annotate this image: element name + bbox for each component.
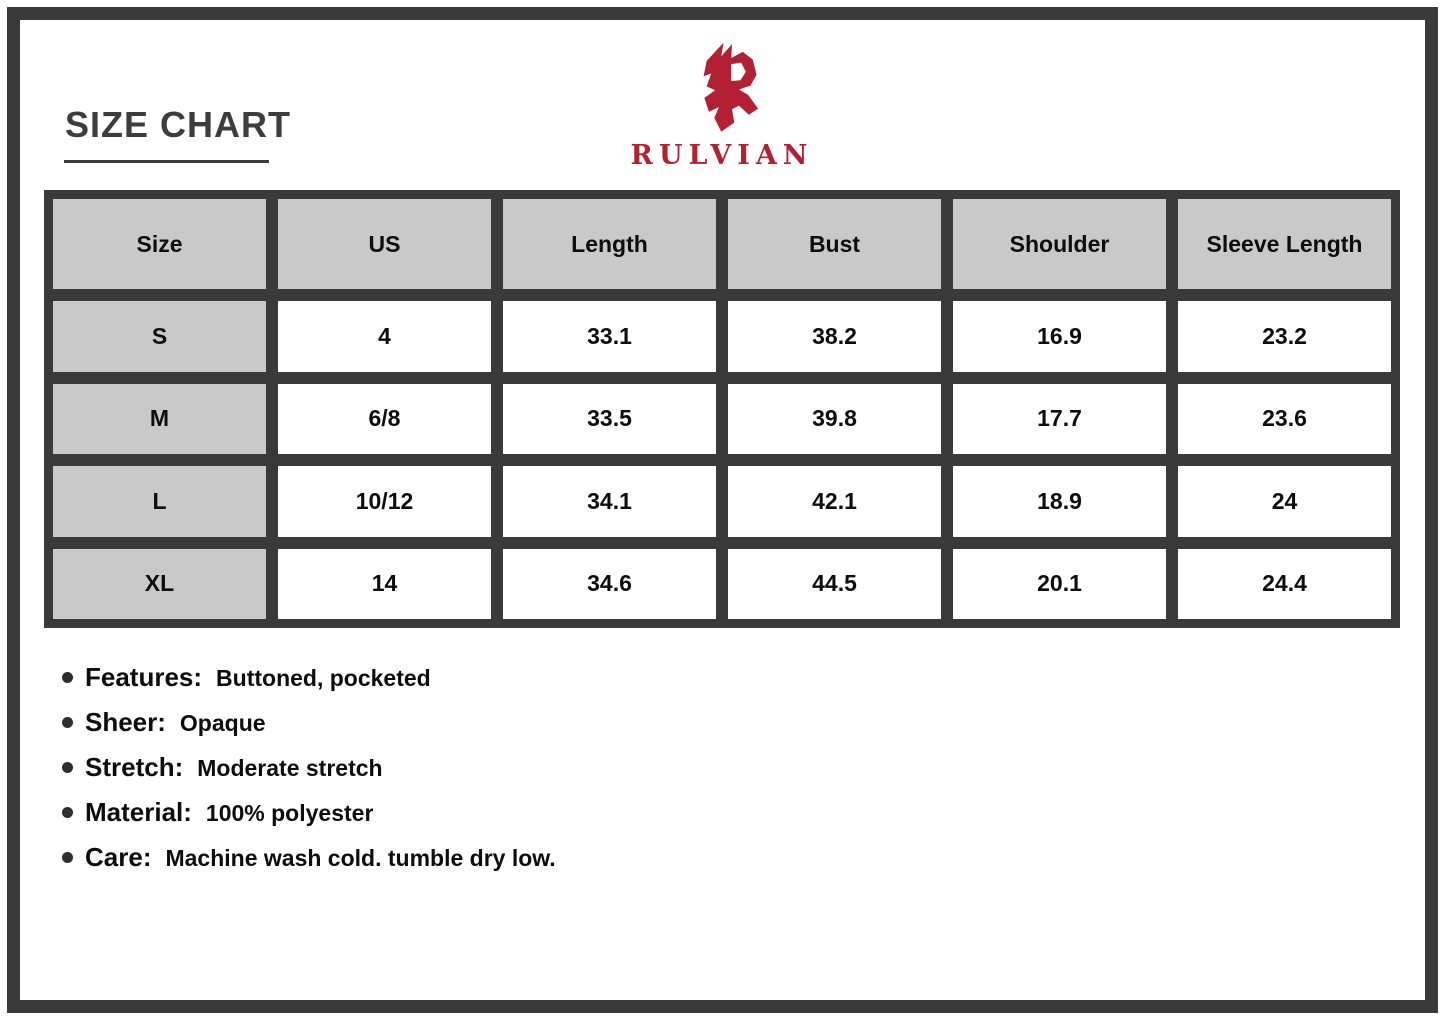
- row-header-xl: XL: [53, 548, 266, 619]
- detail-value: Moderate stretch: [197, 755, 383, 781]
- row-header-l: L: [53, 466, 266, 537]
- title-underline: [64, 160, 269, 163]
- list-item-sheer: Sheer: Opaque: [62, 707, 556, 738]
- table-cell-xl-bust: 44.5: [728, 548, 941, 619]
- bullet-icon: [62, 717, 73, 728]
- list-item-features: Features: Buttoned, pocketed: [62, 662, 556, 693]
- size-chart-table: Size US Length Bust Shoulder Sleeve Leng…: [44, 190, 1400, 628]
- bullet-icon: [62, 762, 73, 773]
- table-cell-xl-length: 34.6: [503, 548, 716, 619]
- product-details-list: Features: Buttoned, pocketed Sheer: Opaq…: [62, 662, 556, 873]
- bullet-icon: [62, 852, 73, 863]
- detail-label: Care:: [85, 842, 152, 872]
- table-cell-xl-shoulder: 20.1: [953, 548, 1166, 619]
- table-cell-s-us: 4: [278, 301, 491, 372]
- row-header-m: M: [53, 383, 266, 454]
- column-header-shoulder: Shoulder: [953, 199, 1166, 289]
- detail-label: Features:: [85, 662, 203, 692]
- table-cell-l-bust: 42.1: [728, 466, 941, 537]
- column-header-us: US: [278, 199, 491, 289]
- table-cell-l-us: 10/12: [278, 466, 491, 537]
- bullet-icon: [62, 807, 73, 818]
- table-cell-s-bust: 38.2: [728, 301, 941, 372]
- table-cell-s-length: 33.1: [503, 301, 716, 372]
- detail-value: 100% polyester: [205, 800, 374, 826]
- brand-logo: RULVIAN: [572, 38, 872, 171]
- table-cell-m-shoulder: 17.7: [953, 383, 1166, 454]
- table-cell-l-shoulder: 18.9: [953, 466, 1166, 537]
- table-cell-xl-sleeve: 24.4: [1178, 548, 1391, 619]
- list-item-material: Material: 100% polyester: [62, 797, 556, 828]
- column-header-sleeve-length: Sleeve Length: [1178, 199, 1391, 289]
- brand-name: RULVIAN: [630, 140, 814, 171]
- column-header-bust: Bust: [728, 199, 941, 289]
- brand-r-monogram-icon: [703, 42, 759, 132]
- table-cell-l-length: 34.1: [503, 466, 716, 537]
- list-item-stretch: Stretch: Moderate stretch: [62, 752, 556, 783]
- detail-label: Sheer:: [85, 707, 166, 737]
- table-cell-xl-us: 14: [278, 548, 491, 619]
- table-cell-s-sleeve: 23.2: [1178, 301, 1391, 372]
- detail-value: Machine wash cold. tumble dry low.: [165, 845, 556, 871]
- detail-label: Material:: [85, 797, 192, 827]
- list-item-care: Care: Machine wash cold. tumble dry low.: [62, 842, 556, 873]
- detail-value: Opaque: [179, 710, 266, 736]
- table-cell-m-sleeve: 23.6: [1178, 383, 1391, 454]
- row-header-s: S: [53, 301, 266, 372]
- detail-value: Buttoned, pocketed: [216, 665, 431, 691]
- column-header-length: Length: [503, 199, 716, 289]
- detail-label: Stretch:: [85, 752, 184, 782]
- table-cell-m-length: 33.5: [503, 383, 716, 454]
- table-cell-l-sleeve: 24: [1178, 466, 1391, 537]
- page-title: SIZE CHART: [65, 104, 291, 145]
- table-cell-m-us: 6/8: [278, 383, 491, 454]
- table-cell-s-shoulder: 16.9: [953, 301, 1166, 372]
- table-cell-m-bust: 39.8: [728, 383, 941, 454]
- bullet-icon: [62, 672, 73, 683]
- column-header-size: Size: [53, 199, 266, 289]
